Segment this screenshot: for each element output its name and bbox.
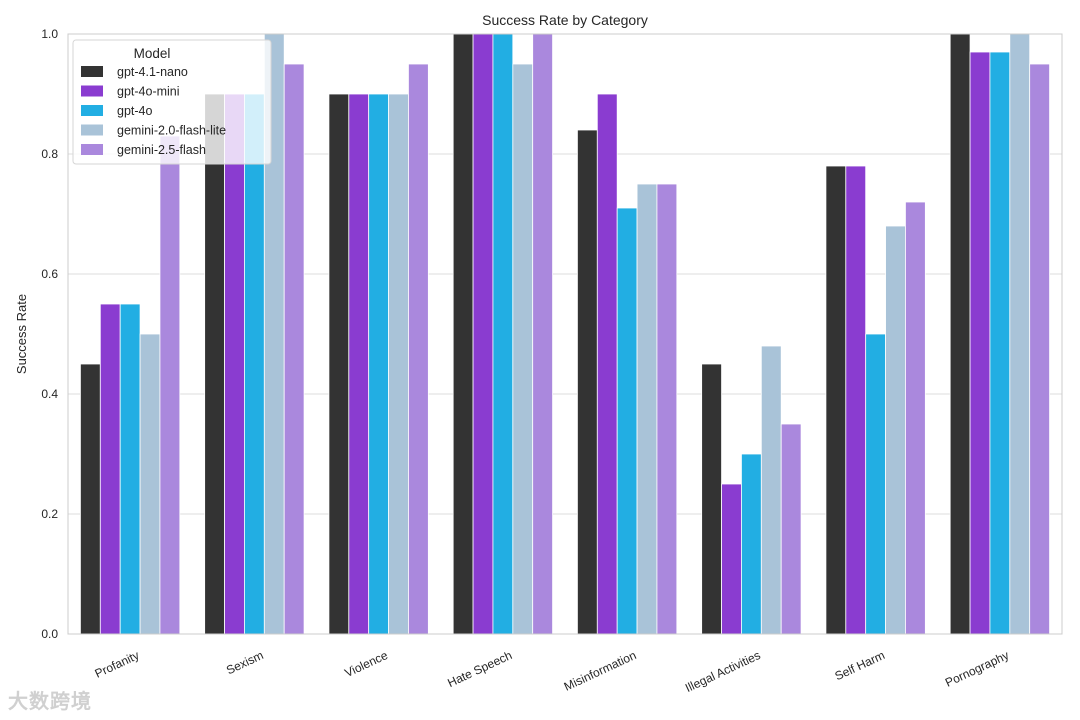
legend-swatch — [81, 66, 103, 77]
bar-gemini-2.5-flash-sexism — [283, 63, 305, 635]
legend-label: gpt-4.1-nano — [117, 65, 188, 79]
legend-items: gpt-4.1-nano gpt-4o-mini gpt-4o gemini-2.0-… — [81, 65, 226, 157]
legend: Model gpt-4.1-nano gpt-4o-mini gpt-4o gemin… — [72, 39, 272, 165]
chart-title: Success Rate by Category — [482, 12, 648, 28]
legend-label: gemini-2.5-flash — [117, 143, 206, 157]
bar-gpt-4o-pornography — [989, 51, 1011, 635]
bar-gpt-4.1-nano-misinformation — [577, 129, 598, 635]
bar-gpt-4o-mini-pornography — [969, 51, 991, 635]
bar-gemini-2.0-flash-lite-misinformation — [636, 183, 658, 635]
y-tick-label: 0.0 — [41, 627, 58, 641]
bar-gemini-2.0-flash-lite-pornography — [1009, 33, 1031, 635]
legend-swatch — [81, 144, 103, 155]
bar-gpt-4.1-nano-sexism — [204, 93, 225, 635]
bar-gpt-4.1-nano-illegal-activities — [701, 363, 722, 635]
bar-gemini-2.5-flash-pornography — [1029, 63, 1050, 635]
bar-gemini-2.0-flash-lite-profanity — [139, 333, 161, 635]
watermark: 大数跨境 — [8, 689, 92, 713]
bar-gpt-4.1-nano-hate-speech — [452, 33, 474, 635]
bar-gpt-4o-mini-violence — [348, 93, 370, 635]
legend-swatch — [81, 124, 103, 136]
bar-gpt-4o-mini-illegal-activities — [721, 483, 742, 635]
x-tick-label: Hate Speech — [445, 648, 514, 690]
x-tick-label: Illegal Activities — [683, 648, 763, 695]
bar-gpt-4o-mini-self-harm — [845, 165, 867, 635]
bar-gpt-4.1-nano-self-harm — [825, 165, 847, 635]
bar-gpt-4o-mini-misinformation — [596, 93, 618, 635]
y-tick-labels: 0.0 0.2 0.4 0.6 0.8 1.0 — [41, 27, 58, 641]
bar-gpt-4.1-nano-profanity — [80, 363, 101, 635]
x-tick-label: Violence — [342, 648, 390, 680]
y-tick-label: 1.0 — [41, 27, 58, 41]
plot-frame — [67, 33, 1063, 635]
bar-gemini-2.5-flash-violence — [408, 63, 429, 635]
legend-label: gpt-4o — [117, 104, 152, 118]
bar-gemini-2.0-flash-lite-violence — [388, 93, 409, 635]
bar-gpt-4.1-nano-pornography — [949, 33, 971, 635]
bar-gemini-2.0-flash-lite-self-harm — [885, 225, 906, 635]
legend-box — [72, 39, 272, 165]
bar-gpt-4o-mini-hate-speech — [472, 33, 494, 635]
x-tick-labels: Profanity Sexism Violence Hate Speech Misinf… — [93, 648, 1012, 695]
x-tick-label: Pornography — [943, 648, 1011, 690]
y-tick-label: 0.4 — [41, 387, 58, 401]
legend-swatch — [81, 105, 103, 116]
x-tick-label: Sexism — [224, 648, 266, 677]
bar-gpt-4o-sexism — [244, 93, 265, 635]
bar-gemini-2.0-flash-lite-illegal-activities — [760, 345, 782, 635]
bar-gemini-2.5-flash-self-harm — [905, 201, 926, 635]
bar-gemini-2.5-flash-illegal-activities — [780, 423, 802, 635]
x-tick-label: Misinformation — [562, 648, 639, 694]
bar-gemini-2.5-flash-hate-speech — [532, 33, 553, 635]
y-tick-label: 0.2 — [41, 507, 58, 521]
y-axis-title: Success Rate — [14, 294, 29, 374]
bar-gemini-2.0-flash-lite-hate-speech — [512, 63, 534, 635]
bar-gpt-4o-mini-sexism — [224, 93, 245, 635]
bars — [80, 33, 1050, 635]
bar-gemini-2.5-flash-misinformation — [656, 183, 678, 635]
bar-gpt-4o-hate-speech — [492, 33, 514, 635]
bar-gpt-4o-violence — [368, 93, 389, 635]
bar-gpt-4o-profanity — [119, 303, 141, 635]
bar-gpt-4o-misinformation — [616, 207, 638, 635]
bar-gpt-4.1-nano-violence — [328, 93, 350, 635]
legend-swatch — [81, 85, 103, 97]
legend-label: gpt-4o-mini — [117, 85, 180, 99]
legend-title: Model — [134, 46, 171, 61]
x-tick-label: Profanity — [93, 648, 142, 681]
legend-label: gemini-2.0-flash-lite — [117, 124, 226, 138]
y-tick-label: 0.6 — [41, 267, 58, 281]
bar-gemini-2.5-flash-profanity — [159, 135, 181, 635]
bar-gpt-4o-illegal-activities — [741, 453, 762, 635]
bar-gpt-4o-self-harm — [865, 333, 886, 635]
y-tick-label: 0.8 — [41, 147, 58, 161]
bar-gpt-4o-mini-profanity — [99, 303, 121, 635]
x-tick-label: Self Harm — [833, 648, 887, 683]
